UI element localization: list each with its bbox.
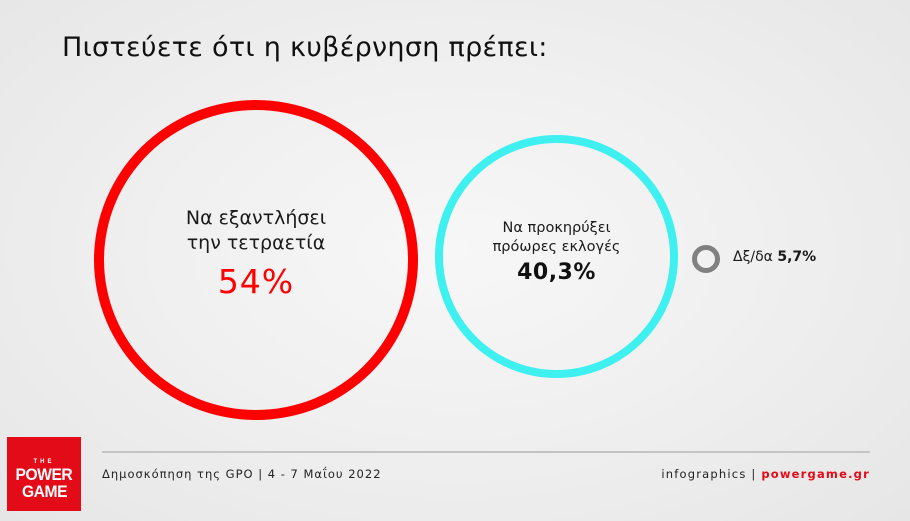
logo-game: GAME	[21, 481, 67, 501]
bubble-dont-know	[692, 245, 720, 273]
chart-title: Πιστεύετε ότι η κυβέρνηση πρέπει:	[62, 32, 548, 63]
logo-the: THE	[33, 458, 55, 465]
dont-know-text: Δξ/δα	[733, 249, 773, 265]
bubble-label-line1: Να εξαντλήσει	[185, 207, 327, 229]
bubble-value: 54%	[217, 262, 295, 301]
dont-know-value: 5,7%	[777, 249, 817, 265]
bubble-label: Να εξαντλήσει την τετραετία	[186, 206, 326, 256]
footer-credit: infographics | powergame.gr	[661, 467, 870, 481]
dont-know-label: Δξ/δα 5,7%	[733, 249, 816, 265]
site-link[interactable]: powergame.gr	[761, 467, 870, 481]
bubble-label-line1: Να προκηρύξει	[502, 219, 611, 236]
credit-text: infographics |	[661, 467, 757, 481]
bubble-exhaust-term: Να εξαντλήσει την τετραετία 54%	[94, 100, 418, 420]
bubble-early-elections: Να προκηρύξει πρόωρες εκλογές 40,3%	[435, 135, 678, 378]
bubble-label-line2: πρόωρες εκλογές	[492, 238, 621, 255]
footer-divider	[102, 451, 870, 453]
bubble-label: Να προκηρύξει πρόωρες εκλογές	[493, 219, 621, 257]
poll-source: Δημοσκόπηση της GPO | 4 - 7 Μαΐου 2022	[102, 467, 382, 481]
powergame-logo: THE POWER GAME	[7, 437, 81, 511]
logo-power: POWER	[15, 464, 73, 484]
bubble-value: 40,3%	[517, 259, 596, 285]
bubble-label-line2: την τετραετία	[186, 232, 326, 254]
